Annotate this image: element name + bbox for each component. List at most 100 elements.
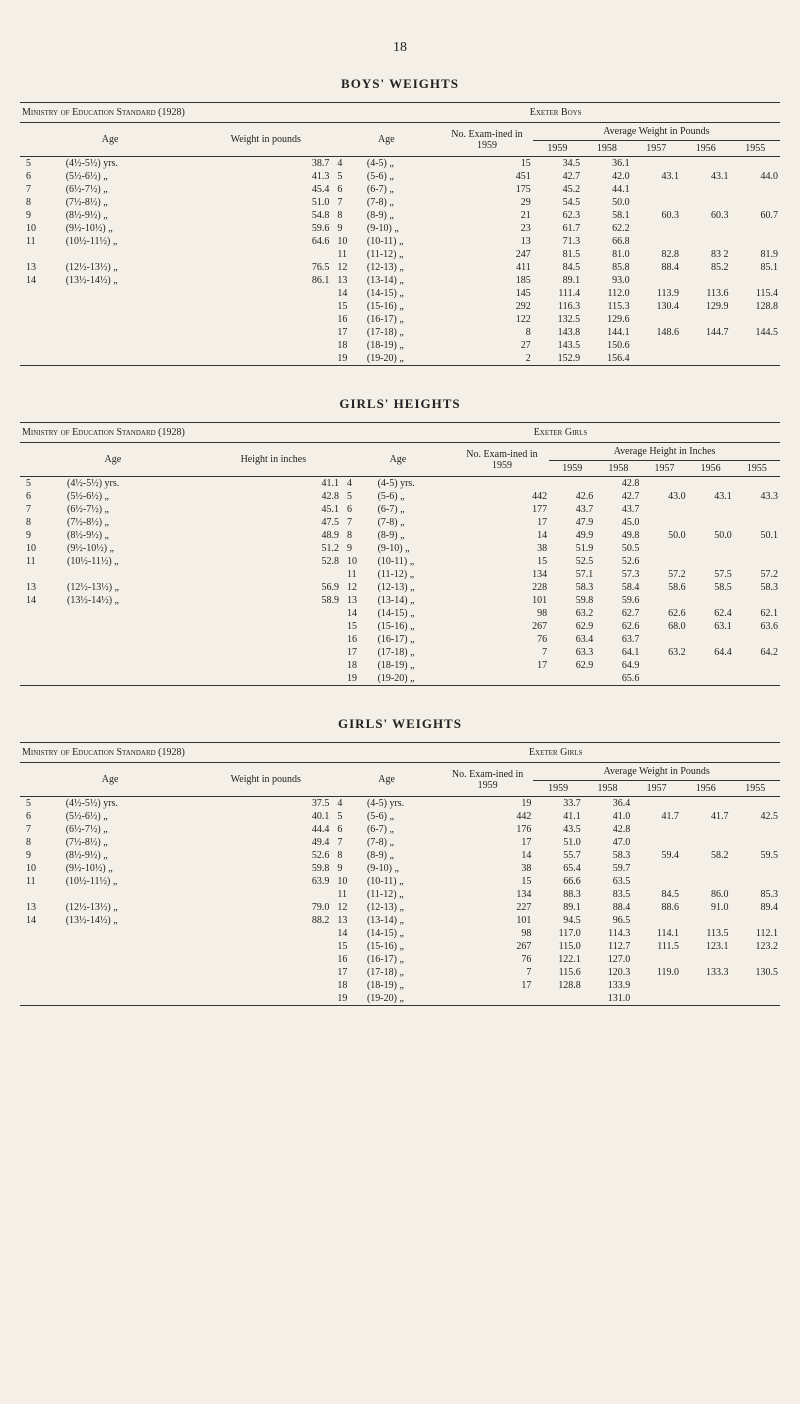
val-1956 [681, 914, 730, 927]
left-value: 52.6 [200, 849, 331, 862]
col-age-right: Age [341, 443, 455, 477]
val-1957: 58.6 [641, 581, 687, 594]
val-1956 [688, 503, 734, 516]
val-1959: 89.1 [533, 901, 582, 914]
val-1959: 51.0 [533, 836, 582, 849]
examined-count: 227 [442, 901, 533, 914]
val-1957: 43.1 [632, 170, 681, 183]
exeter-header: Exeter Girls [331, 743, 780, 763]
val-1955 [730, 875, 780, 888]
val-1955 [730, 222, 780, 235]
page-number: 18 [20, 40, 780, 56]
left-age [20, 352, 64, 366]
examined-count: 38 [442, 862, 533, 875]
left-range: (12½-13½) „ [64, 901, 201, 914]
examined-count: 134 [442, 888, 533, 901]
ministry-header: Ministry of Education Standard (1928) [20, 423, 341, 443]
right-age: 14 [341, 607, 376, 620]
left-age [20, 659, 65, 672]
left-range: (10½-11½) „ [64, 875, 201, 888]
val-1959: 66.6 [533, 875, 582, 888]
val-1955 [734, 477, 780, 491]
examined-count: 17 [442, 979, 533, 992]
val-1958: 127.0 [583, 953, 632, 966]
val-1955 [730, 914, 780, 927]
val-1956: 60.3 [681, 209, 730, 222]
val-1959: 55.7 [533, 849, 582, 862]
examined-count: 15 [441, 157, 532, 171]
val-1958: 47.0 [583, 836, 632, 849]
val-1957 [641, 503, 687, 516]
left-age [20, 953, 64, 966]
right-range: (14-15) „ [365, 927, 442, 940]
left-range: (5½-6½) „ [64, 810, 201, 823]
val-1959 [549, 477, 595, 491]
val-1957: 82.8 [632, 248, 681, 261]
left-value [206, 607, 341, 620]
right-age: 15 [341, 620, 376, 633]
right-range: (5-6) „ [365, 170, 441, 183]
left-age [20, 927, 64, 940]
val-1956 [681, 836, 730, 849]
right-range: (17-18) „ [365, 966, 442, 979]
left-age [20, 339, 64, 352]
val-1955: 43.3 [734, 490, 780, 503]
right-range: (10-11) „ [365, 235, 441, 248]
left-range: (12½-13½) „ [65, 581, 206, 594]
val-1959: 115.0 [533, 940, 582, 953]
val-1958: 52.6 [595, 555, 641, 568]
left-age: 5 [20, 477, 65, 491]
left-range [65, 646, 206, 659]
right-age: 19 [331, 352, 365, 366]
examined-count [455, 672, 549, 686]
val-1955 [730, 862, 780, 875]
left-range: (13½-14½) „ [64, 274, 200, 287]
val-1958: 57.3 [595, 568, 641, 581]
examined-count: 7 [455, 646, 549, 659]
right-range: (19-20) „ [365, 352, 441, 366]
left-range: (7½-8½) „ [64, 836, 201, 849]
examined-count: 176 [442, 823, 533, 836]
val-1958: 42.0 [582, 170, 631, 183]
val-1955 [734, 659, 780, 672]
left-range [65, 633, 206, 646]
examined-count: 247 [441, 248, 532, 261]
left-range [64, 979, 201, 992]
val-1955 [730, 313, 780, 326]
val-1957: 57.2 [641, 568, 687, 581]
left-age [20, 672, 65, 686]
val-1958: 42.8 [583, 823, 632, 836]
right-range: (17-18) „ [376, 646, 455, 659]
left-value [200, 888, 331, 901]
val-1958: 64.1 [595, 646, 641, 659]
val-1956: 129.9 [681, 300, 730, 313]
left-age: 7 [20, 503, 65, 516]
right-range: (8-9) „ [365, 209, 441, 222]
left-age: 11 [20, 235, 64, 248]
examined-count: 101 [442, 914, 533, 927]
val-1959: 47.9 [549, 516, 595, 529]
examined-count: 7 [442, 966, 533, 979]
col-year: 1959 [533, 141, 582, 157]
col-year: 1958 [583, 781, 632, 797]
right-age: 7 [331, 196, 365, 209]
val-1957: 119.0 [632, 966, 681, 979]
col-year: 1956 [681, 141, 730, 157]
right-range: (11-12) „ [365, 248, 441, 261]
right-range: (12-13) „ [365, 901, 442, 914]
val-1956: 58.2 [681, 849, 730, 862]
val-1956: 64.4 [688, 646, 734, 659]
val-1955 [730, 823, 780, 836]
left-range [64, 966, 201, 979]
col-age-right: Age [331, 763, 442, 797]
val-1958: 41.0 [583, 810, 632, 823]
val-1958: 129.6 [582, 313, 631, 326]
left-age: 11 [20, 875, 64, 888]
left-age: 9 [20, 529, 65, 542]
examined-count: 292 [441, 300, 532, 313]
left-range [64, 339, 200, 352]
left-range: (10½-11½) „ [65, 555, 206, 568]
right-age: 11 [341, 568, 376, 581]
examined-count: 442 [442, 810, 533, 823]
val-1957: 68.0 [641, 620, 687, 633]
